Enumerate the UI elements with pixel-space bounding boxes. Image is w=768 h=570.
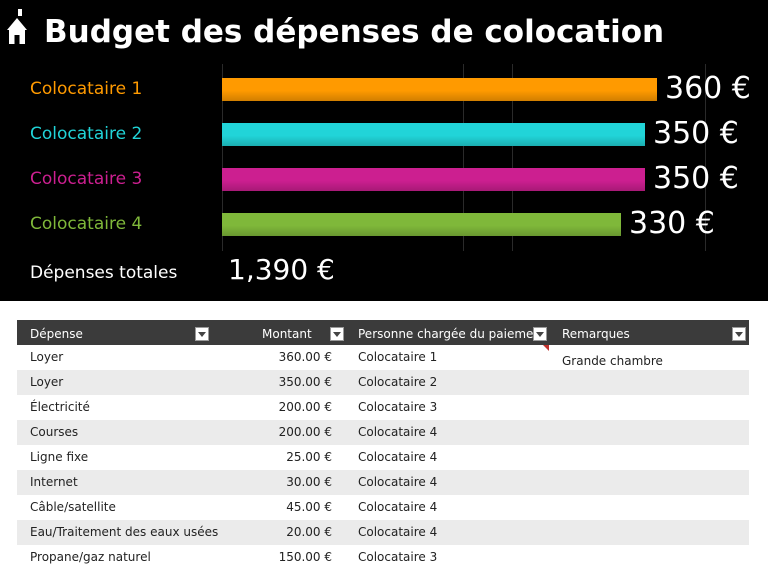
cell-montant[interactable]: 360.00 € <box>278 350 332 364</box>
cell-montant[interactable]: 350.00 € <box>278 375 332 389</box>
cell-personne[interactable]: Colocataire 1 <box>358 350 438 364</box>
dropdown-arrow-icon <box>198 331 206 337</box>
dropdown-arrow-icon <box>536 331 544 337</box>
cell-remarques[interactable]: Grande chambre <box>562 354 663 368</box>
filter-remarques-button[interactable] <box>732 327 746 341</box>
table-header: Dépense Montant Personne chargée du paie… <box>17 320 749 345</box>
chart-gridline <box>463 64 464 251</box>
cell-montant[interactable]: 25.00 € <box>286 450 332 464</box>
dropdown-arrow-icon <box>735 331 743 337</box>
cell-depense[interactable]: Câble/satellite <box>30 500 116 514</box>
chart-gridline <box>222 64 223 251</box>
bar-value-label: 350 € <box>653 161 739 196</box>
roommate-label: Colocataire 1 <box>30 79 143 99</box>
cell-depense[interactable]: Eau/Traitement des eaux usées <box>30 525 219 539</box>
filter-montant-button[interactable] <box>330 327 344 341</box>
cell-depense[interactable]: Loyer <box>30 375 64 389</box>
bar-value-label: 330 € <box>629 206 715 241</box>
cell-montant[interactable]: 150.00 € <box>278 550 332 564</box>
cell-depense[interactable]: Loyer <box>30 350 64 364</box>
expense-bar <box>222 123 645 146</box>
cell-comment-indicator[interactable] <box>543 345 549 351</box>
cell-personne[interactable]: Colocataire 3 <box>358 550 438 564</box>
filter-depense-button[interactable] <box>195 327 209 341</box>
expenses-table: Dépense Montant Personne chargée du paie… <box>17 320 749 570</box>
house-icon <box>7 9 27 44</box>
cell-depense[interactable]: Ligne fixe <box>30 450 89 464</box>
cell-personne[interactable]: Colocataire 4 <box>358 450 438 464</box>
table-row[interactable]: Internet 30.00 € Colocataire 4 <box>17 470 749 495</box>
header-personne-label: Personne chargée du paiement <box>358 327 533 341</box>
cell-personne[interactable]: Colocataire 4 <box>358 425 438 439</box>
expense-bar <box>222 213 621 236</box>
chart-gridline <box>512 64 513 251</box>
chart-gridline <box>705 64 706 251</box>
dropdown-arrow-icon <box>333 331 341 337</box>
expense-bar <box>222 168 645 191</box>
cell-montant[interactable]: 200.00 € <box>278 425 332 439</box>
filter-personne-button[interactable] <box>533 327 547 341</box>
header-remarques-label: Remarques <box>562 327 630 341</box>
bar-value-label: 360 € <box>665 71 751 106</box>
total-expenses-value: 1,390 € <box>228 253 335 286</box>
table-row[interactable]: Courses 200.00 € Colocataire 4 <box>17 420 749 445</box>
cell-montant[interactable]: 30.00 € <box>286 475 332 489</box>
cell-personne[interactable]: Colocataire 4 <box>358 525 438 539</box>
total-expenses-label: Dépenses totales <box>30 263 178 283</box>
header-montant-label: Montant <box>262 327 312 341</box>
expense-bar <box>222 78 657 101</box>
bar-value-label: 350 € <box>653 116 739 151</box>
cell-personne[interactable]: Colocataire 2 <box>358 375 438 389</box>
header-montant: Montant <box>262 320 332 345</box>
cell-depense[interactable]: Courses <box>30 425 79 439</box>
table-row[interactable]: Eau/Traitement des eaux usées 20.00 € Co… <box>17 520 749 545</box>
cell-personne[interactable]: Colocataire 3 <box>358 400 438 414</box>
cell-depense[interactable]: Électricité <box>30 400 90 414</box>
cell-montant[interactable]: 20.00 € <box>286 525 332 539</box>
table-row[interactable]: Propane/gaz naturel 150.00 € Colocataire… <box>17 545 749 570</box>
cell-personne[interactable]: Colocataire 4 <box>358 475 438 489</box>
table-row[interactable]: Électricité 200.00 € Colocataire 3 <box>17 395 749 420</box>
header-depense: Dépense <box>30 320 200 345</box>
table-row[interactable]: Ligne fixe 25.00 € Colocataire 4 <box>17 445 749 470</box>
cell-montant[interactable]: 45.00 € <box>286 500 332 514</box>
cell-montant[interactable]: 200.00 € <box>278 400 332 414</box>
roommate-label: Colocataire 2 <box>30 124 143 144</box>
cell-depense[interactable]: Internet <box>30 475 78 489</box>
table-row[interactable]: Câble/satellite 45.00 € Colocataire 4 <box>17 495 749 520</box>
table-row[interactable]: Loyer 360.00 € Colocataire 1 Grande cham… <box>17 345 749 370</box>
dashboard-title: Budget des dépenses de colocation <box>44 14 665 50</box>
table-row[interactable]: Loyer 350.00 € Colocataire 2 <box>17 370 749 395</box>
cell-depense[interactable]: Propane/gaz naturel <box>30 550 151 564</box>
roommate-label: Colocataire 4 <box>30 214 143 234</box>
header-depense-label: Dépense <box>30 327 83 341</box>
roommate-label: Colocataire 3 <box>30 169 143 189</box>
cell-personne[interactable]: Colocataire 4 <box>358 500 438 514</box>
header-remarques: Remarques <box>562 320 722 345</box>
header-personne: Personne chargée du paiement <box>358 320 533 345</box>
budget-dashboard: Budget des dépenses de colocation Dépens… <box>0 0 768 301</box>
